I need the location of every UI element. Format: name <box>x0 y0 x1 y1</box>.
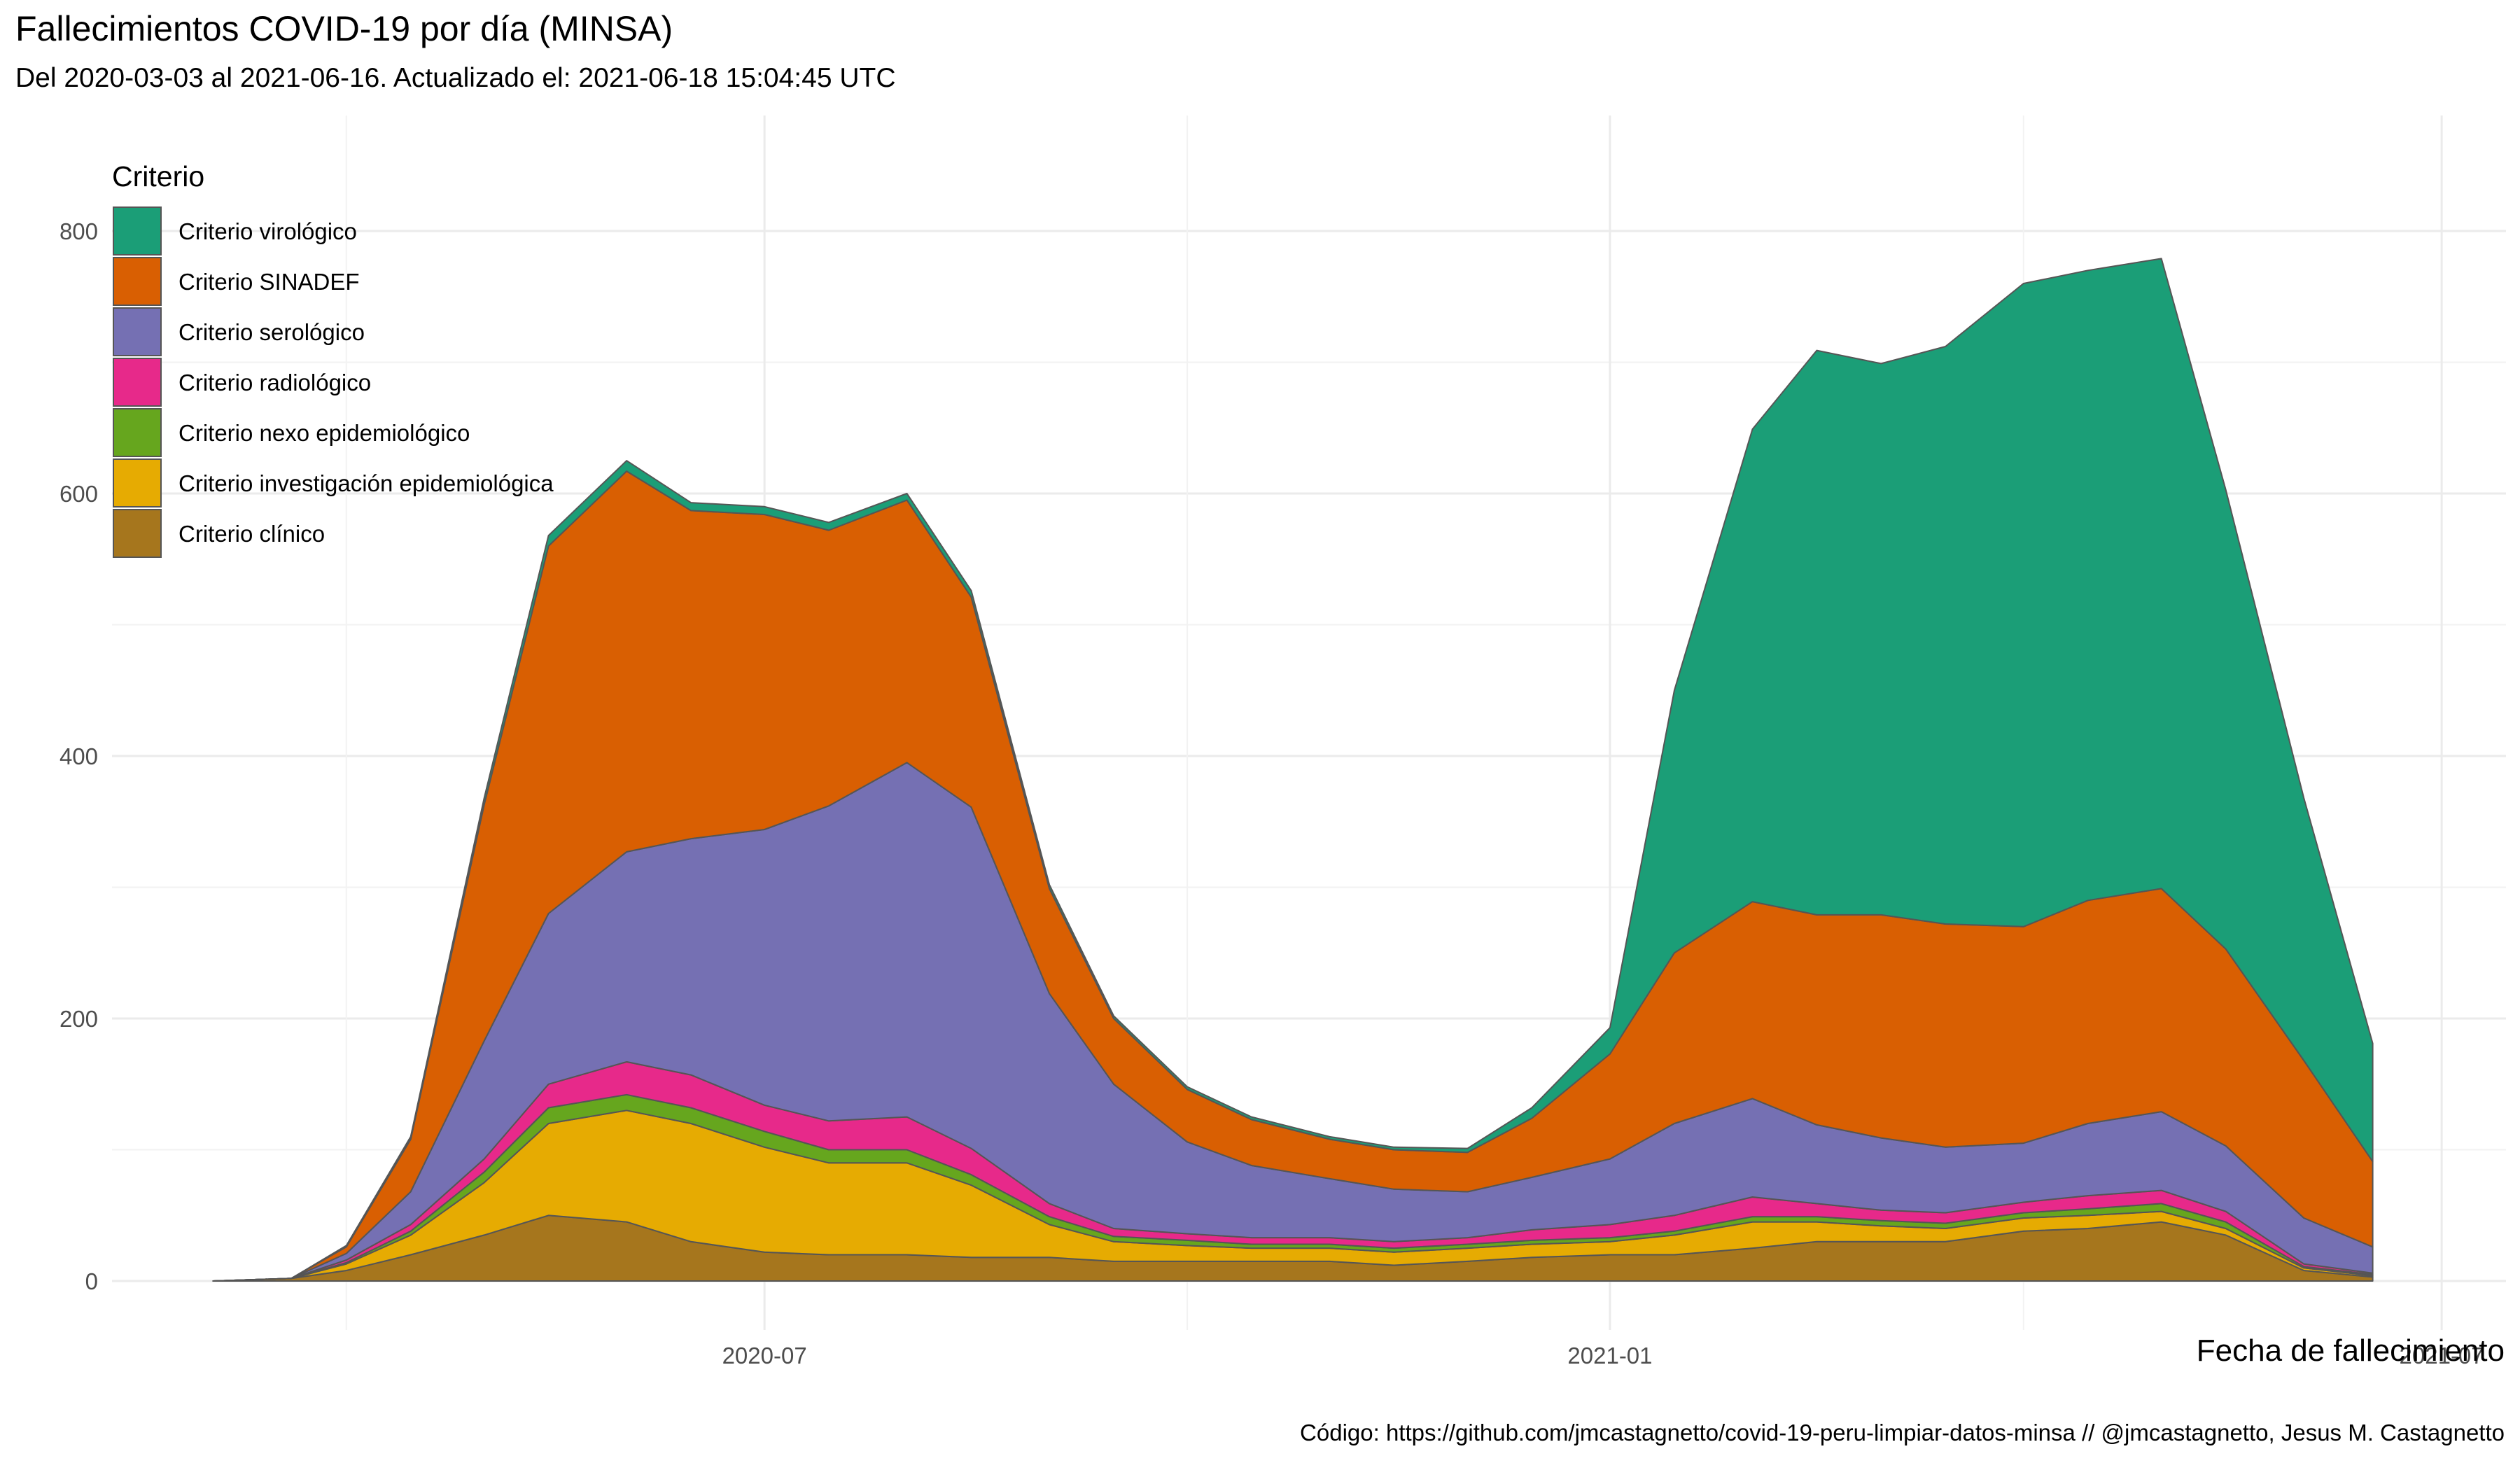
legend-swatch <box>113 509 162 558</box>
legend-title: Criterio <box>112 160 204 192</box>
legend-swatch <box>113 408 162 457</box>
legend-label: Criterio virológico <box>178 218 357 244</box>
legend-swatch <box>113 206 162 255</box>
x-tick-label: 2020-07 <box>722 1343 807 1368</box>
legend-swatch <box>113 257 162 306</box>
area-series <box>212 258 2374 1282</box>
x-axis-label: Fecha de fallecimiento <box>2196 1334 2505 1368</box>
legend-item-criterio-sinadef: Criterio SINADEF <box>113 257 360 306</box>
legend-item-criterio-clinico: Criterio clínico <box>113 509 325 558</box>
legend-item-criterio-nexo-epidemiologico: Criterio nexo epidemiológico <box>113 408 470 457</box>
area-criterio-virologico <box>212 258 2374 1282</box>
y-tick-label: 400 <box>59 743 98 769</box>
x-tick-label: 2021-07 <box>2400 1343 2484 1368</box>
x-axis-ticks: 2020-07 2021-01 2021-07 <box>722 1343 2484 1368</box>
chart-subtitle: Del 2020-03-03 al 2021-06-16. Actualizad… <box>15 63 896 93</box>
chart-title: Fallecimientos COVID-19 por día (MINSA) <box>15 9 673 48</box>
y-tick-label: 600 <box>59 481 98 507</box>
y-tick-label: 800 <box>59 218 98 244</box>
legend-item-criterio-virologico: Criterio virológico <box>113 206 357 255</box>
legend-swatch <box>113 458 162 507</box>
legend-label: Criterio investigación epidemiológica <box>178 470 554 496</box>
legend-label: Criterio SINADEF <box>178 269 360 295</box>
y-tick-label: 0 <box>85 1268 98 1294</box>
y-tick-label: 200 <box>59 1006 98 1032</box>
legend-item-criterio-serologico: Criterio serológico <box>113 307 365 356</box>
x-tick-label: 2021-01 <box>1567 1343 1652 1368</box>
legend: Criterio Criterio virológico Criterio SIN… <box>112 160 554 558</box>
chart-caption: Código: https://github.com/jmcastagnetto… <box>1300 1420 2505 1446</box>
legend-label: Criterio clínico <box>178 521 325 547</box>
y-axis-ticks: 0 200 400 600 800 <box>59 218 98 1294</box>
legend-label: Criterio serológico <box>178 319 365 345</box>
legend-swatch <box>113 307 162 356</box>
legend-item-criterio-radiologico: Criterio radiológico <box>113 358 371 407</box>
legend-swatch <box>113 358 162 407</box>
legend-label: Criterio radiológico <box>178 370 371 396</box>
legend-label: Criterio nexo epidemiológico <box>178 420 470 446</box>
legend-item-criterio-investigacion-epidemiologica: Criterio investigación epidemiológica <box>113 458 554 507</box>
